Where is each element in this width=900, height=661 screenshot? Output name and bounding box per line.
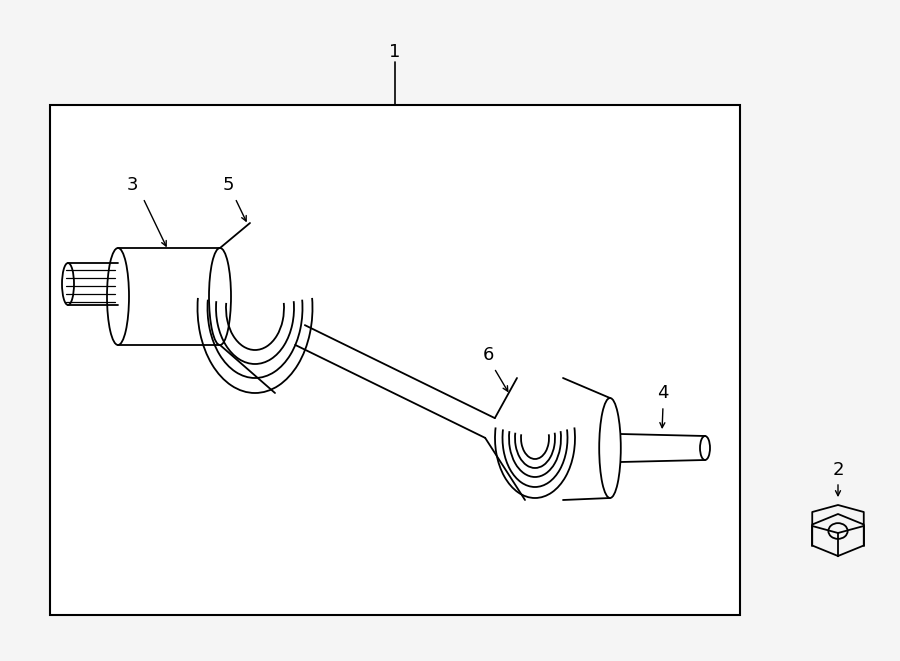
Text: 5: 5 <box>222 176 234 194</box>
Bar <box>50 105 740 615</box>
Text: 2: 2 <box>832 461 844 479</box>
Ellipse shape <box>209 248 231 345</box>
Ellipse shape <box>599 398 621 498</box>
Text: 4: 4 <box>657 384 669 402</box>
Text: 1: 1 <box>390 43 400 61</box>
Text: 6: 6 <box>482 346 494 364</box>
Text: 3: 3 <box>126 176 138 194</box>
